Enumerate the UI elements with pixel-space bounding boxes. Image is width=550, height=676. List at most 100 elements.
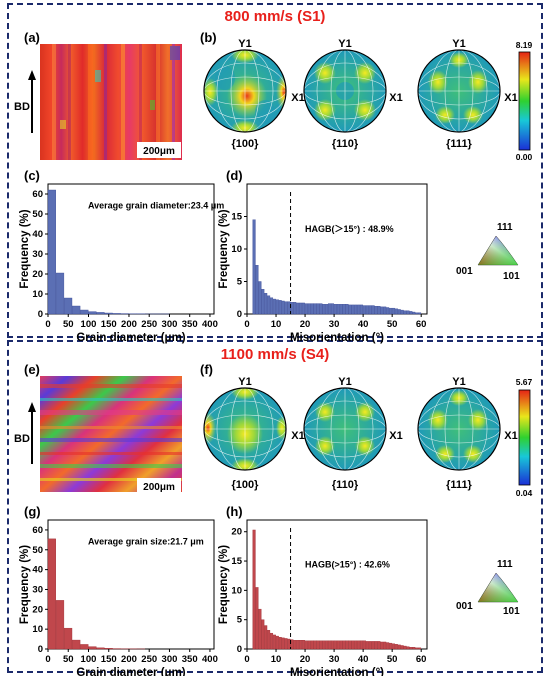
xtick-label-c-4: 200 bbox=[121, 319, 137, 330]
panel-label-g: (g) bbox=[24, 504, 41, 519]
xtick-label-g-3: 150 bbox=[101, 654, 117, 665]
colorbar-min-s1: 0.00 bbox=[516, 152, 533, 162]
bar-h-41 bbox=[371, 641, 375, 650]
xtick-label-c-0: 0 bbox=[45, 319, 50, 330]
bar-h-11 bbox=[284, 638, 288, 650]
xtick-label-c-8: 400 bbox=[202, 319, 218, 330]
ytick-label-c-4: 40 bbox=[32, 229, 43, 240]
ytick-label-g-4: 40 bbox=[32, 565, 43, 576]
y1-label-s1-2: Y1 bbox=[338, 38, 351, 50]
bar-d-28 bbox=[333, 304, 337, 315]
figure-s1: (a) 200μm BD (b) bbox=[14, 30, 533, 282]
bar-d-47 bbox=[389, 307, 393, 315]
bar-d-4 bbox=[264, 293, 268, 315]
bar-d-56 bbox=[415, 312, 419, 315]
bar-d-46 bbox=[386, 307, 390, 315]
bar-c-5 bbox=[88, 311, 97, 315]
bar-d-40 bbox=[368, 305, 372, 315]
xtick-label-c-5: 250 bbox=[141, 319, 157, 330]
bar-d-6 bbox=[270, 297, 274, 315]
bar-d-22 bbox=[316, 303, 320, 315]
colorbar-max-s4: 5.67 bbox=[516, 377, 533, 387]
bar-d-1 bbox=[255, 265, 259, 315]
bar-d-50 bbox=[397, 309, 401, 315]
xtick-label-g-4: 200 bbox=[121, 654, 137, 665]
bar-d-43 bbox=[377, 306, 381, 315]
bar-d-30 bbox=[339, 304, 343, 315]
scale-bar-label-s4: 200μm bbox=[143, 482, 175, 493]
xtick-label-g-7: 350 bbox=[182, 654, 198, 665]
xtick-label-d-6: 60 bbox=[416, 319, 427, 330]
xlabel-c: Grain diameter (μm) bbox=[76, 332, 185, 344]
bar-h-44 bbox=[380, 641, 384, 650]
bar-h-22 bbox=[316, 640, 320, 650]
xlabel-g: Grain diameter (μm) bbox=[76, 667, 185, 676]
bar-h-34 bbox=[351, 640, 355, 650]
ytick-label-g-2: 20 bbox=[32, 604, 43, 615]
xlabel-h: Misorientation (°) bbox=[290, 667, 384, 676]
bar-h-29 bbox=[336, 640, 340, 650]
ytick-label-g-0: 0 bbox=[38, 644, 43, 655]
bar-h-45 bbox=[383, 641, 387, 650]
bar-d-51 bbox=[400, 309, 404, 315]
section-title-s1: 800 mm/s (S1) bbox=[224, 8, 326, 25]
xtick-label-h-0: 0 bbox=[244, 654, 249, 665]
bar-h-12 bbox=[287, 638, 291, 650]
bar-c-3 bbox=[72, 305, 81, 315]
bar-h-20 bbox=[310, 640, 314, 650]
bar-h-24 bbox=[322, 640, 326, 650]
bar-d-45 bbox=[383, 306, 387, 315]
xtick-label-g-5: 250 bbox=[141, 654, 157, 665]
ytick-label-c-0: 0 bbox=[38, 309, 43, 320]
bar-d-20 bbox=[310, 303, 314, 315]
bar-d-14 bbox=[293, 302, 297, 315]
bar-h-3 bbox=[261, 619, 265, 650]
ytick-label-c-2: 20 bbox=[32, 269, 43, 280]
ylabel-g: Frequency (%) bbox=[19, 545, 31, 624]
y1-label-s1-1: Y1 bbox=[238, 38, 251, 50]
plane-label-s1-111: {111} bbox=[446, 138, 472, 150]
pole-figure-outlines-s4 bbox=[203, 387, 501, 471]
ebsd-grain-streaks-s4 bbox=[40, 384, 182, 481]
bar-d-7 bbox=[272, 298, 276, 315]
ebsd-grain-streaks-s1 bbox=[52, 44, 180, 160]
bar-h-52 bbox=[403, 645, 407, 650]
x1-label-s4-3: X1 bbox=[504, 430, 517, 442]
ipf-001-s1: 001 bbox=[456, 266, 473, 277]
section-title-s4: 1100 mm/s (S4) bbox=[220, 346, 330, 363]
ylabel-d: Frequency (%) bbox=[218, 209, 230, 288]
x1-label-s1-3: X1 bbox=[504, 92, 517, 104]
bar-d-25 bbox=[325, 304, 329, 315]
bar-d-9 bbox=[278, 300, 282, 315]
plane-label-s1-110: {110} bbox=[332, 138, 359, 150]
annotation-d: HAGB(＞15°) : 48.9% bbox=[305, 224, 394, 234]
y1-label-s1-3: Y1 bbox=[452, 38, 465, 50]
bd-label-s1: BD bbox=[14, 101, 30, 113]
bar-g-5 bbox=[88, 646, 97, 650]
bar-h-40 bbox=[368, 641, 372, 650]
bar-d-42 bbox=[374, 306, 378, 315]
bar-c-4 bbox=[80, 309, 89, 315]
ipf-101-s4: 101 bbox=[503, 606, 520, 617]
bar-h-49 bbox=[394, 644, 398, 650]
bar-d-57 bbox=[418, 312, 422, 315]
bar-h-27 bbox=[330, 640, 334, 650]
xtick-label-g-2: 100 bbox=[81, 654, 97, 665]
bar-d-0 bbox=[252, 219, 256, 315]
bar-h-55 bbox=[412, 647, 416, 650]
bar-d-37 bbox=[360, 304, 364, 315]
ytick-label-d-3: 15 bbox=[231, 212, 242, 223]
panel-label-b: (b) bbox=[200, 30, 217, 45]
plot-frame-h bbox=[246, 519, 428, 650]
bar-d-11 bbox=[284, 301, 288, 315]
bar-d-27 bbox=[330, 303, 334, 315]
xtick-label-g-1: 50 bbox=[63, 654, 74, 665]
xtick-label-d-1: 10 bbox=[271, 319, 282, 330]
section-frame-s4 bbox=[7, 340, 543, 673]
bar-h-53 bbox=[406, 646, 410, 650]
bar-h-30 bbox=[339, 640, 343, 650]
bd-arrowhead-s1 bbox=[28, 70, 36, 80]
bar-h-15 bbox=[296, 640, 300, 650]
xtick-label-g-8: 400 bbox=[202, 654, 218, 665]
